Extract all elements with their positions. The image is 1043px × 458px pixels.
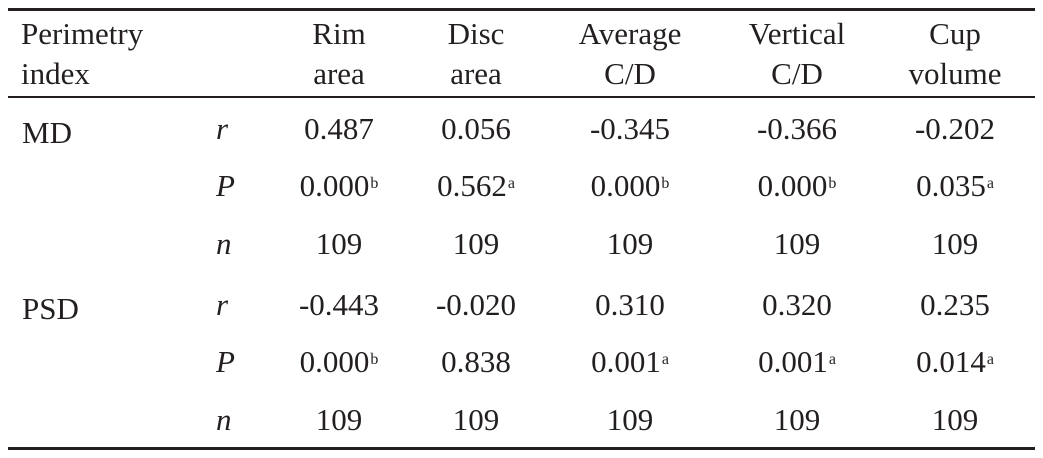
column-header-line: Average bbox=[578, 16, 682, 51]
column-header-line: Rim bbox=[312, 16, 366, 51]
table-cell: 109 bbox=[453, 401, 500, 439]
column-header-line: area bbox=[450, 56, 502, 91]
table-cell: 0.000b bbox=[591, 167, 670, 205]
table-cell: 0.487 bbox=[304, 110, 374, 148]
table-cell: 109 bbox=[316, 401, 363, 439]
column-header-line: Vertical bbox=[748, 16, 846, 51]
table-cell: 0.000b bbox=[300, 343, 379, 381]
cell-value: 109 bbox=[315, 226, 363, 261]
table-cell: 0.000b bbox=[758, 167, 837, 205]
cell-value: 0.320 bbox=[762, 287, 832, 322]
table-cell: 0.562a bbox=[437, 167, 515, 205]
cell-value: -0.202 bbox=[914, 111, 996, 146]
statistic-label: P bbox=[216, 168, 235, 203]
cell-value: 0.000 bbox=[299, 168, 370, 203]
column-header-line: Perimetry bbox=[21, 16, 144, 51]
statistic-label: r bbox=[216, 287, 229, 322]
cell-value: 0.487 bbox=[304, 111, 374, 146]
cell-value: 109 bbox=[931, 402, 979, 437]
table-cell: 0.001a bbox=[591, 343, 669, 381]
significance-marker: a bbox=[661, 351, 669, 368]
cell-value: 109 bbox=[452, 226, 500, 261]
cell-value: 0.000 bbox=[757, 168, 828, 203]
significance-marker: a bbox=[986, 175, 994, 192]
table-cell: 109 bbox=[607, 401, 654, 439]
table-cell: -0.020 bbox=[436, 286, 516, 324]
table-cell: 0.310 bbox=[595, 286, 665, 324]
row-group-label: MD bbox=[22, 115, 72, 150]
significance-marker: b bbox=[370, 175, 379, 192]
column-header-line: index bbox=[21, 56, 90, 91]
cell-value: -0.366 bbox=[756, 111, 838, 146]
table-cell: 109 bbox=[607, 225, 654, 263]
table-cell: 0.001a bbox=[758, 343, 836, 381]
cell-value: 0.562 bbox=[437, 168, 507, 203]
cell-value: 109 bbox=[773, 402, 821, 437]
column-header-line: C/D bbox=[604, 56, 656, 91]
column-header: Vertical C/D bbox=[749, 14, 845, 94]
table-cell: 109 bbox=[774, 401, 821, 439]
table-cell: 0.235 bbox=[920, 286, 990, 324]
statistic-label: r bbox=[216, 111, 229, 146]
table-cell: -0.202 bbox=[915, 110, 995, 148]
cell-value: -0.443 bbox=[298, 287, 380, 322]
column-header: Rim area bbox=[312, 14, 365, 94]
table-cell: 109 bbox=[316, 225, 363, 263]
cell-value: -0.020 bbox=[435, 287, 517, 322]
cell-value: 0.838 bbox=[441, 344, 511, 379]
cell-value: 109 bbox=[931, 226, 979, 261]
statistic-label: n bbox=[216, 402, 232, 437]
column-header: Disc area bbox=[448, 14, 505, 94]
table-cell: 0.035a bbox=[916, 167, 994, 205]
column-header-line: volume bbox=[908, 56, 1002, 91]
table-header-rule bbox=[8, 96, 1035, 98]
table-cell: -0.345 bbox=[590, 110, 670, 148]
cell-value: 0.235 bbox=[920, 287, 990, 322]
table-cell: 109 bbox=[932, 225, 979, 263]
table-cell: 0.000b bbox=[300, 167, 379, 205]
cell-value: 0.001 bbox=[591, 344, 661, 379]
significance-marker: b bbox=[370, 351, 379, 368]
table-cell: 0.838 bbox=[441, 343, 511, 381]
column-header: Perimetry index bbox=[21, 14, 143, 94]
significance-marker: a bbox=[986, 351, 994, 368]
statistic-label: P bbox=[216, 344, 235, 379]
column-header-line: C/D bbox=[771, 56, 823, 91]
cell-value: 109 bbox=[606, 226, 654, 261]
column-header-line: Disc bbox=[447, 16, 505, 51]
cell-value: 109 bbox=[773, 226, 821, 261]
cell-value: 109 bbox=[315, 402, 363, 437]
cell-value: -0.345 bbox=[589, 111, 671, 146]
cell-value: 0.000 bbox=[299, 344, 370, 379]
cell-value: 0.001 bbox=[758, 344, 828, 379]
significance-marker: a bbox=[507, 175, 515, 192]
cell-value: 0.035 bbox=[916, 168, 986, 203]
table-cell: 0.014a bbox=[916, 343, 994, 381]
table-cell: 109 bbox=[774, 225, 821, 263]
cell-value: 0.310 bbox=[595, 287, 665, 322]
column-header-line: area bbox=[313, 56, 365, 91]
column-header-line: Cup bbox=[929, 16, 981, 51]
row-group-label: PSD bbox=[22, 291, 79, 326]
significance-marker: b bbox=[828, 175, 837, 192]
table-cell: 0.056 bbox=[441, 110, 511, 148]
table-bottom-rule bbox=[8, 447, 1035, 450]
table-cell: -0.366 bbox=[757, 110, 837, 148]
cell-value: 109 bbox=[452, 402, 500, 437]
table-cell: 109 bbox=[932, 401, 979, 439]
significance-marker: b bbox=[661, 175, 670, 192]
statistic-label: n bbox=[216, 226, 232, 261]
table-top-rule bbox=[8, 8, 1035, 11]
column-header: Cup volume bbox=[909, 14, 1002, 94]
table-cell: 109 bbox=[453, 225, 500, 263]
cell-value: 0.000 bbox=[590, 168, 661, 203]
significance-marker: a bbox=[828, 351, 836, 368]
table-cell: -0.443 bbox=[299, 286, 379, 324]
cell-value: 0.056 bbox=[441, 111, 511, 146]
cell-value: 0.014 bbox=[916, 344, 986, 379]
column-header: Average C/D bbox=[579, 14, 682, 94]
table-cell: 0.320 bbox=[762, 286, 832, 324]
cell-value: 109 bbox=[606, 402, 654, 437]
